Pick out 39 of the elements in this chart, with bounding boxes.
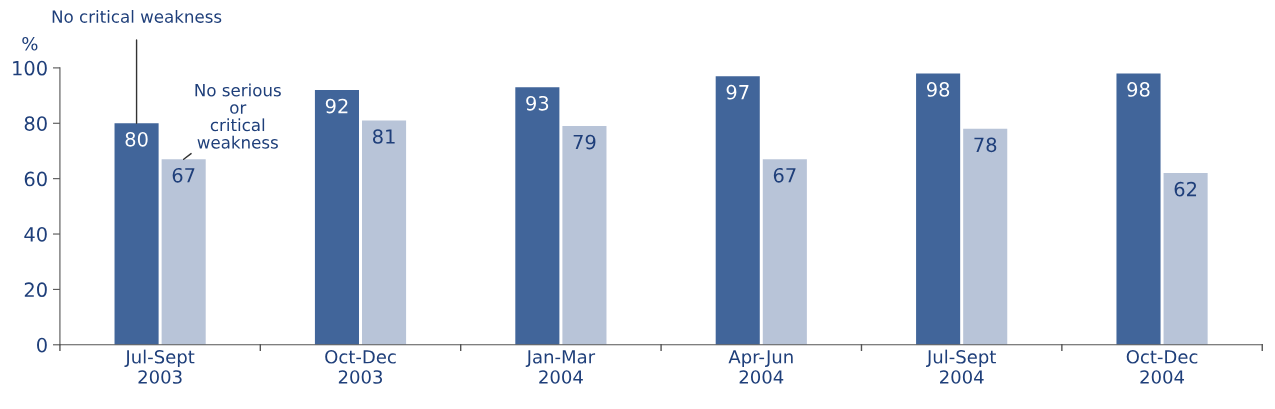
x-tick-label: Jan-Mar 2004 — [525, 350, 596, 384]
data-label: 97 — [726, 84, 749, 100]
y-tick-label: 80 — [24, 116, 47, 131]
data-label: 62 — [1174, 181, 1197, 197]
data-label: 78 — [974, 137, 997, 153]
bar — [963, 128, 1008, 345]
y-tick-label: 60 — [24, 171, 47, 187]
data-label: 67 — [172, 167, 195, 183]
bar — [1116, 73, 1161, 345]
data-label: 98 — [1127, 82, 1150, 97]
bar — [1163, 173, 1208, 345]
data-label: 67 — [773, 167, 796, 183]
series-label: No serious or critical weakness — [195, 83, 281, 149]
x-tick-label: Jul-Sept 2003 — [124, 349, 195, 384]
bar — [762, 159, 807, 345]
x-tick-label: Jul-Sept 2004 — [926, 349, 996, 384]
data-label: 93 — [526, 95, 549, 111]
text: No critical weakness — [52, 9, 222, 23]
data-label: 92 — [325, 98, 348, 114]
bar — [362, 120, 407, 345]
x-tick-label: Oct-Dec 2004 — [1126, 349, 1198, 384]
bar — [161, 159, 206, 345]
data-label: 98 — [926, 82, 950, 97]
y-axis-title: % — [22, 36, 38, 51]
bar — [916, 73, 961, 345]
y-tick-label: 0 — [37, 337, 47, 353]
data-label: 79 — [573, 134, 596, 150]
bar — [515, 87, 560, 345]
data-label: 81 — [373, 129, 395, 144]
y-tick-label: 20 — [24, 282, 47, 298]
data-label: 80 — [125, 131, 148, 147]
bar — [715, 76, 760, 345]
bar — [114, 123, 159, 345]
y-tick-label: 100 — [13, 60, 47, 76]
y-tick-label: 40 — [24, 226, 47, 242]
bar — [562, 126, 607, 345]
x-tick-label: Oct-Dec 2003 — [325, 349, 396, 384]
x-tick-label: Apr-Jun 2004 — [728, 350, 793, 384]
bar — [314, 90, 359, 345]
